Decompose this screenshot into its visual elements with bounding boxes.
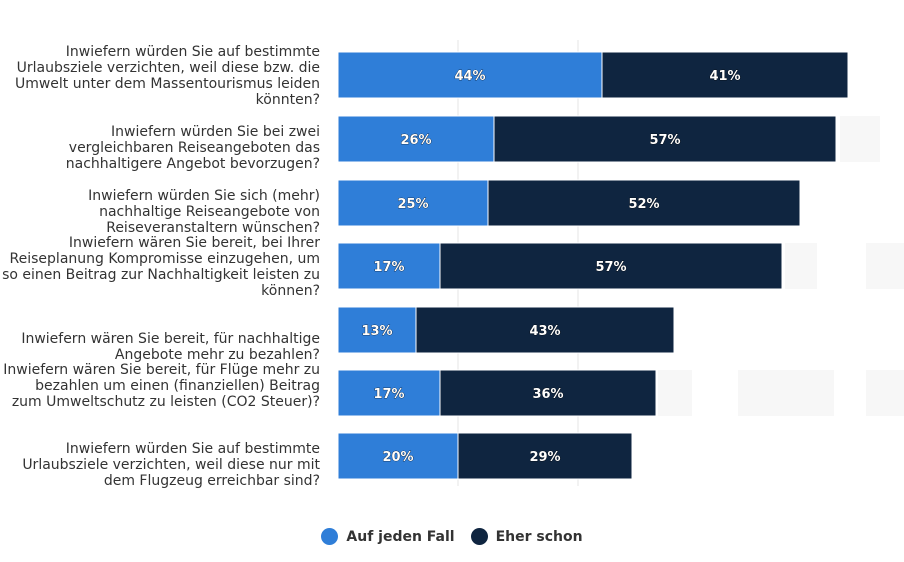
data-label: 43% <box>529 324 560 339</box>
data-label: 52% <box>628 197 659 212</box>
data-label: 41% <box>709 69 740 84</box>
data-label: 13% <box>361 324 392 339</box>
legend-item-eher-schon[interactable]: Eher schon <box>470 528 583 545</box>
data-label: 57% <box>649 133 680 148</box>
background-band <box>840 116 880 162</box>
bar-segment-eher-schon[interactable] <box>487 179 801 227</box>
bar-segment-eher-schon[interactable] <box>457 432 633 480</box>
bar-segment-eher-schon[interactable] <box>439 369 657 417</box>
data-label: 44% <box>454 69 485 84</box>
data-label: 36% <box>532 387 563 402</box>
bar-segment-auf-jeden-fall[interactable] <box>337 432 459 480</box>
background-band <box>785 243 817 289</box>
data-label: 26% <box>400 133 431 148</box>
background-band <box>658 370 692 416</box>
legend-label-eher-schon: Eher schon <box>495 528 583 545</box>
legend-marker-auf-jeden-fall <box>321 528 339 545</box>
bar-segment-auf-jeden-fall[interactable] <box>337 115 495 163</box>
bar-segment-auf-jeden-fall[interactable] <box>337 51 603 99</box>
category-label: Inwiefern würden Sie sich (mehr) nachhal… <box>88 188 320 236</box>
background-band <box>866 370 904 416</box>
category-label: Inwiefern wären Sie bereit, für Flüge me… <box>3 362 320 410</box>
data-label: 17% <box>373 387 404 402</box>
legend: Auf jeden Fall Eher schon <box>0 528 904 545</box>
legend-marker-eher-schon <box>470 528 488 545</box>
bar-segment-eher-schon[interactable] <box>415 306 675 354</box>
category-label: Inwiefern würden Sie bei zwei vergleichb… <box>65 124 320 172</box>
bar-segment-eher-schon[interactable] <box>493 115 837 163</box>
bar-segment-auf-jeden-fall[interactable] <box>337 179 489 227</box>
category-label: Inwiefern würden Sie auf bestimmte Urlau… <box>22 441 320 489</box>
data-label: 29% <box>529 450 560 465</box>
background-band <box>866 243 904 289</box>
category-label: Inwiefern würden Sie auf bestimmte Urlau… <box>14 44 320 108</box>
data-label: 25% <box>397 197 428 212</box>
data-label: 57% <box>595 260 626 275</box>
category-label: Inwiefern wären Sie bereit, für nachhalt… <box>21 331 320 363</box>
legend-item-auf-jeden-fall[interactable]: Auf jeden Fall <box>321 528 455 545</box>
bar-segment-eher-schon[interactable] <box>601 51 849 99</box>
data-label: 20% <box>382 450 413 465</box>
category-label: Inwiefern wären Sie bereit, bei Ihrer Re… <box>2 235 320 299</box>
bar-segment-auf-jeden-fall[interactable] <box>337 369 441 417</box>
background-band <box>738 370 834 416</box>
legend-label-auf-jeden-fall: Auf jeden Fall <box>346 528 455 545</box>
bar-segment-eher-schon[interactable] <box>439 242 783 290</box>
data-label: 17% <box>373 260 404 275</box>
